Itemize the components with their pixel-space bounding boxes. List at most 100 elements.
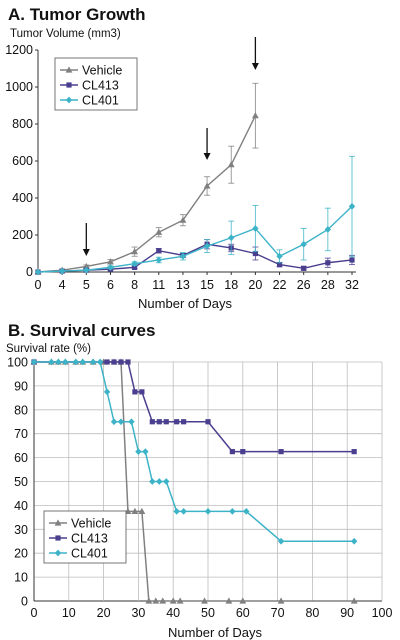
survival-cl413-point	[156, 419, 162, 425]
survival-legend-cl401-label: CL401	[71, 547, 108, 561]
survival-vehicle-point	[201, 597, 208, 604]
vehicle-line	[37, 115, 257, 273]
tumor-growth-ytick-label: 1200	[5, 43, 33, 57]
tumor-growth-ytick-label: 0	[26, 265, 33, 279]
tumor-growth-ytick-label: 1000	[5, 80, 33, 94]
survival-ytick-label: 20	[14, 547, 28, 561]
survival-cl401-point	[117, 418, 125, 426]
tumor-growth-xlabel: Number of Days	[138, 296, 232, 311]
survival-vehicle-point	[239, 597, 247, 604]
survival-cl401-point	[135, 448, 142, 456]
survival-vehicle-point	[169, 597, 177, 604]
survival-xtick-label: 50	[201, 606, 215, 620]
survival-cl413-point	[125, 359, 131, 365]
cl401-point	[228, 234, 235, 242]
survival-cl401-point	[163, 478, 170, 485]
survival-ytick-label: 0	[21, 595, 28, 609]
survival-vehicle-point	[350, 597, 358, 604]
survival-legend-cl413-marker	[55, 535, 61, 541]
survival-xtick-label: 30	[131, 606, 145, 620]
cl413-point	[156, 248, 162, 254]
tumor-growth-xtick-label: 0	[35, 278, 42, 292]
survival-vehicle-point	[138, 507, 146, 514]
survival-legend-vehicle-marker	[54, 519, 62, 526]
survival-chart: B. Survival curves Survival rate (%) Num…	[6, 321, 392, 640]
survival-cl401-point	[142, 448, 149, 456]
cl413-point	[132, 264, 138, 270]
tumor-growth-xtick-label: 22	[273, 278, 287, 292]
tumor-growth-arrow-head	[203, 153, 211, 160]
vehicle-point	[179, 216, 187, 223]
survival-xtick-label: 10	[62, 606, 76, 620]
survival-xtick-label: 70	[271, 606, 285, 620]
legend-cl401-label: CL401	[82, 94, 119, 108]
survival-legend-vehicle-label: Vehicle	[71, 517, 111, 531]
tumor-growth-ticks: 0 200 400 600 800 1000 1200 0 4 5 6 8 11 13 15 18 20 22 26…	[5, 43, 359, 292]
survival-vehicle-point	[152, 597, 160, 604]
survival-ytick-label: 50	[14, 475, 28, 489]
cl401-point	[179, 252, 187, 260]
survival-cl413-point	[163, 419, 169, 425]
survival-ytick-label: 70	[14, 427, 28, 441]
survival-cl413-point	[174, 419, 180, 425]
survival-cl401-point	[89, 358, 97, 366]
survival-cl401-point	[350, 537, 358, 545]
vehicle-point	[107, 258, 114, 265]
tumor-growth-ylabel: Tumor Volume (mm3)	[10, 28, 121, 40]
survival-cl401-point	[55, 358, 62, 366]
cl401-point	[107, 263, 114, 271]
survival-cl401-point	[243, 507, 250, 515]
survival-cl413-point	[132, 389, 138, 395]
survival-cl401-point	[48, 358, 55, 366]
survival-cl401-point	[110, 418, 118, 426]
survival-cl413-point	[139, 389, 145, 395]
cl401-point	[324, 226, 332, 233]
tumor-growth-xtick-label: 32	[345, 278, 359, 292]
cl401-point	[348, 202, 356, 210]
survival-ytick-label: 60	[14, 451, 28, 465]
survival-cl401-point	[79, 358, 86, 366]
tumor-growth-ytick-label: 400	[12, 191, 33, 205]
survival-cl413-point	[111, 359, 117, 365]
survival-xtick-label: 60	[236, 606, 250, 620]
survival-cl401-point	[30, 358, 38, 366]
tumor-growth-xtick-label: 20	[248, 278, 262, 292]
tumor-growth-xtick-label: 26	[297, 278, 311, 292]
legend-cl413-marker	[66, 82, 72, 88]
survival-cl413-point	[278, 449, 284, 455]
survival-cl401-point	[204, 507, 212, 515]
vehicle-point	[82, 262, 90, 270]
survival-vehicle-point	[277, 597, 285, 604]
survival-vehicle-point	[145, 597, 153, 604]
tumor-growth-ytick-label: 200	[12, 228, 33, 242]
vehicle-point	[227, 161, 235, 168]
tumor-growth-series	[34, 82, 356, 276]
legend-cl401-marker	[65, 96, 73, 104]
tumor-growth-arrow-head	[82, 249, 90, 256]
cl413-point	[276, 262, 283, 268]
survival-ticks: 0 10 20 30 40 50 60 70 80 90 100 0 10 20 30 40 50 60 70 80 9…	[7, 356, 392, 621]
survival-xtick-label: 20	[97, 606, 111, 620]
tumor-growth-xtick-label: 11	[152, 278, 165, 292]
survival-cl401-point	[277, 537, 285, 545]
cl401-line	[37, 205, 353, 273]
cl401-point	[276, 252, 283, 260]
survival-ytick-label: 10	[14, 571, 28, 585]
cl401-point	[203, 242, 211, 250]
tumor-growth-ytick-label: 800	[12, 117, 33, 131]
survival-ytick-label: 80	[14, 403, 28, 417]
cl401-point	[252, 225, 259, 232]
survival-ytick-label: 30	[14, 523, 28, 537]
tumor-growth-xtick-label: 5	[83, 278, 90, 292]
tumor-growth-arrow-head	[251, 63, 259, 70]
survival-ytick-label: 40	[14, 499, 28, 513]
cl413-point	[301, 265, 307, 271]
cl413-point	[252, 250, 258, 257]
survival-series	[30, 358, 358, 604]
survival-cl413-point	[351, 449, 357, 455]
tumor-growth-arrows	[82, 37, 259, 256]
survival-xtick-label: 100	[372, 606, 393, 620]
